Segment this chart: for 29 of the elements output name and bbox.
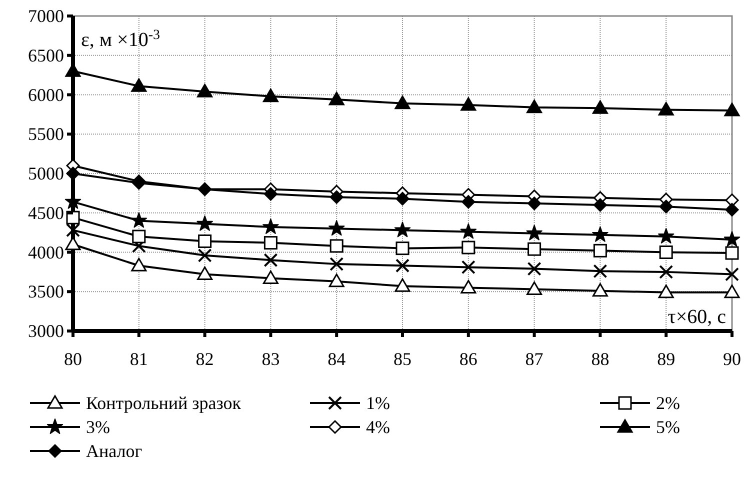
x-tick-label: 88: [591, 349, 610, 369]
legend-label: Аналог: [86, 441, 142, 461]
y-tick-label: 6500: [28, 45, 64, 66]
legend-label: 3%: [86, 417, 110, 437]
x-tick-label: 83: [262, 349, 280, 369]
y-tick-label: 5000: [28, 164, 64, 184]
x-tick-label: 84: [328, 349, 346, 369]
legend-label: 2%: [656, 393, 680, 413]
y-tick-label: 3000: [28, 321, 64, 341]
y-tick-label: 5500: [28, 124, 64, 144]
legend-label: 5%: [656, 417, 680, 437]
legend-label: 4%: [366, 417, 390, 437]
x-tick-label: 85: [394, 349, 412, 369]
y-axis-title: ε, м ×10$^{-3}$: [81, 28, 160, 51]
y-tick-label: 6000: [28, 84, 64, 105]
x-tick-label: 81: [130, 349, 148, 369]
legend-label: Контрольний зразок: [86, 393, 242, 413]
x-tick-label: 82: [196, 349, 214, 369]
x-tick-label: 89: [657, 349, 676, 369]
y-tick-label: 4000: [28, 242, 64, 262]
x-tick-label: 86: [459, 349, 478, 369]
x-tick-label: 90: [723, 349, 741, 369]
x-tick-label: 80: [64, 349, 82, 369]
y-tick-label: 3500: [28, 282, 64, 302]
x-axis-title: τ×60, с: [668, 306, 726, 328]
legend-label: 1%: [366, 393, 390, 413]
x-tick-label: 87: [525, 349, 544, 369]
y-tick-label: 7000: [28, 6, 64, 26]
y-tick-label: 4500: [28, 202, 64, 223]
